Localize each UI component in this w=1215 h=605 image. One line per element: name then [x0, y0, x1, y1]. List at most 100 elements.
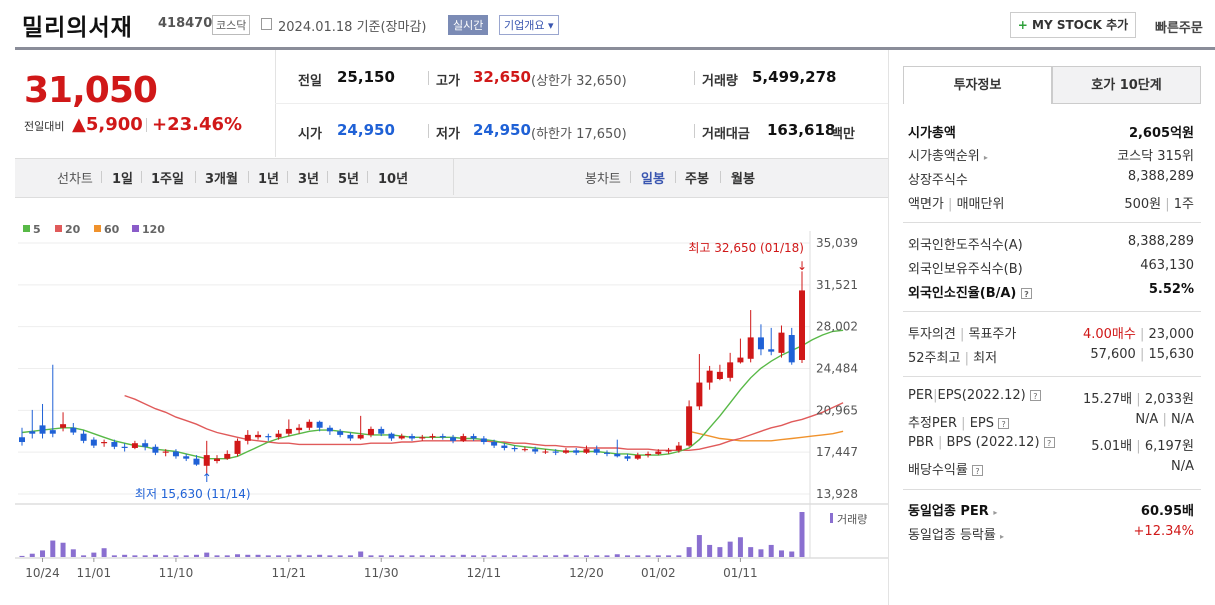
period-5y[interactable]: 5년 — [338, 172, 360, 187]
help-icon[interactable]: ? — [1029, 390, 1041, 401]
candle-body — [511, 447, 518, 450]
candle-body — [757, 337, 764, 350]
volume-bar — [573, 555, 579, 557]
period-3y[interactable]: 3년 — [298, 172, 320, 187]
period-3m[interactable]: 3개월 — [205, 172, 238, 187]
volume-bar — [604, 555, 610, 557]
caret-right-icon[interactable]: ▸ — [1000, 532, 1005, 541]
candle-body — [367, 428, 374, 435]
candlestick-chart[interactable]: 5 20 60 120 거래량 35,039 31,521 28,002 24,484 20,… — [15, 196, 888, 605]
period-1y[interactable]: 1년 — [258, 172, 280, 187]
line-chart-label[interactable]: 선차트 — [57, 172, 93, 187]
help-icon[interactable]: ? — [1020, 288, 1032, 299]
volume-bar — [553, 555, 559, 557]
candle-body — [409, 436, 415, 439]
divider — [675, 171, 676, 183]
quick-order-link[interactable]: 빠른주문 — [1155, 21, 1203, 36]
candle-body — [562, 450, 569, 453]
x-tick-label: 01/11 — [723, 566, 758, 580]
open-value: 24,950 — [337, 121, 395, 139]
help-icon[interactable]: ? — [998, 418, 1010, 429]
foreign-ratio-value: 5.52% — [1148, 282, 1194, 297]
volume-bar — [296, 554, 302, 557]
volume-bar — [512, 555, 518, 557]
volume-bar — [778, 550, 784, 557]
volume-bar — [81, 555, 87, 557]
volume-bar — [286, 555, 292, 557]
high-label: 고가 — [436, 74, 460, 89]
candle-body — [90, 439, 97, 446]
candle-body — [39, 425, 46, 434]
help-icon[interactable]: ? — [971, 465, 983, 476]
industry-change-value: +12.34% — [1133, 524, 1194, 539]
estimated-eps-value: N/A — [1171, 412, 1194, 427]
divider — [101, 171, 102, 183]
candle-body — [480, 438, 487, 443]
volume-bar — [40, 550, 46, 557]
volume-bar — [635, 555, 641, 557]
volume-bar — [173, 555, 179, 557]
candle-body — [439, 436, 446, 438]
volume-bar — [707, 544, 713, 557]
candle-body — [727, 362, 734, 378]
invest-panel — [888, 50, 1215, 605]
volume-bar — [245, 554, 251, 557]
volume-bar — [70, 549, 76, 557]
volume-bar — [481, 555, 487, 557]
period-daily[interactable]: 일봉 — [641, 172, 665, 187]
candle-body — [70, 427, 77, 433]
rank-label: 시가총액순위 — [908, 149, 980, 164]
low-label: 저가 — [436, 127, 460, 142]
tab-invest-info[interactable]: 투자정보 — [903, 66, 1052, 104]
candle-body — [183, 456, 190, 459]
opinion-row: 투자의견 | 목표주가 4.00매수 | 23,000 — [908, 327, 1194, 342]
volume-bar — [717, 547, 723, 557]
market-badge: 코스닥 — [212, 15, 251, 35]
candle-body — [778, 332, 785, 353]
volume-bar — [471, 555, 477, 557]
candle-body — [162, 451, 169, 453]
candle-body — [255, 434, 262, 438]
period-1d[interactable]: 1일 — [112, 172, 134, 187]
industry-change-label: 동일업종 등락률 — [908, 528, 996, 543]
candle-body — [686, 406, 693, 446]
candle-body — [357, 434, 364, 439]
change-label: 전일대비 — [24, 120, 65, 133]
volume-bar — [19, 555, 25, 557]
volume-bar — [29, 553, 35, 557]
tab-orderbook[interactable]: 호가 10단계 — [1052, 66, 1201, 104]
help-icon[interactable]: ? — [1043, 437, 1055, 448]
shares-label: 상장주식수 — [908, 173, 968, 188]
industry-per-value: 60.95배 — [1140, 504, 1194, 519]
volume-bar — [594, 555, 600, 557]
period-monthly[interactable]: 월봉 — [731, 172, 755, 187]
period-1w[interactable]: 1주일 — [151, 172, 184, 187]
trade-unit-label: 매매단위 — [956, 197, 1005, 212]
candle-body — [716, 371, 723, 380]
volume-bar — [666, 555, 672, 557]
dividend-value: N/A — [1171, 459, 1194, 474]
change-value: ▲5,900 — [72, 114, 143, 135]
candle-body — [419, 437, 426, 439]
corp-overview-dropdown[interactable]: 기업개요 ▾ — [499, 15, 559, 35]
candle-body — [388, 433, 395, 439]
caret-right-icon[interactable]: ▸ — [983, 153, 988, 162]
candle-body — [788, 335, 795, 363]
period-weekly[interactable]: 주봉 — [685, 172, 709, 187]
candle-body — [398, 436, 405, 439]
caret-right-icon[interactable]: ▸ — [993, 508, 998, 517]
divider — [428, 71, 429, 85]
candle-chart-label[interactable]: 봉차트 — [585, 172, 621, 187]
volume-bar — [276, 555, 282, 557]
eps-value: 2,033원 — [1144, 392, 1194, 407]
candle-body — [655, 451, 662, 454]
realtime-badge[interactable]: 실시간 — [448, 15, 489, 35]
estimated-per-label: 추정PER — [908, 416, 958, 431]
foreign-limit-row: 외국인한도주식수(A) 8,388,289 — [908, 234, 1194, 254]
mystock-add-button[interactable]: + MY STOCK 추가 — [1010, 12, 1136, 38]
divider — [903, 489, 1201, 490]
divider — [428, 124, 429, 138]
period-10y[interactable]: 10년 — [378, 172, 409, 187]
ma60-line — [688, 430, 844, 442]
eps-label: EPS(2022.12) — [937, 388, 1026, 403]
